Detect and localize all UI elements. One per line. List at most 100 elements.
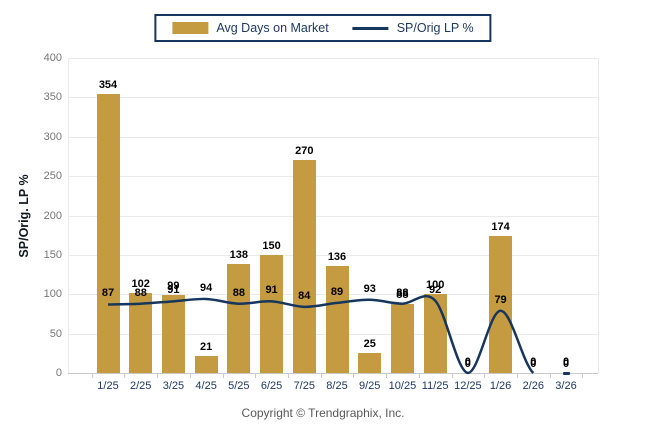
bar-value-label: 21 [200, 341, 213, 354]
bar [129, 292, 153, 373]
y-tick-label: 150 [43, 248, 62, 261]
y-tick-label: 50 [49, 327, 62, 340]
legend: Avg Days on Market SP/Orig LP % [154, 14, 492, 42]
line-value-label: 88 [232, 286, 245, 299]
x-tick-label: 4/25 [195, 380, 217, 392]
line-value-label: 84 [298, 289, 311, 302]
x-axis-tick [516, 374, 518, 378]
bar-value-label: 354 [98, 79, 118, 92]
y-tick-label: 0 [55, 367, 62, 379]
bar-value-label: 99 [167, 280, 180, 293]
x-tick-label: 11/25 [421, 380, 449, 392]
x-tick-label: 5/25 [228, 380, 250, 392]
legend-label-avg-days: Avg Days on Market [216, 21, 329, 35]
line-value-label: 93 [363, 282, 376, 295]
line-value-label: 0 [562, 356, 570, 368]
bar-value-label: 102 [131, 277, 150, 290]
x-axis-tick [189, 374, 191, 378]
x-tick-label: 2/26 [522, 380, 544, 392]
x-axis-tick [287, 374, 289, 378]
y-tick-label: 250 [43, 170, 62, 183]
line-value-label: 89 [330, 285, 344, 298]
bar-value-label: 0 [530, 358, 537, 370]
y-tick-label: 400 [43, 52, 62, 64]
bar [227, 264, 251, 373]
bar-swatch-icon [172, 22, 209, 34]
x-axis-tick [157, 374, 159, 378]
legend-label-sp-orig-lp: SP/Orig LP % [396, 21, 474, 35]
copyright-text: Copyright © Trendgraphix, Inc. [241, 406, 405, 420]
x-axis-tick [124, 374, 126, 378]
line-value-label: 88 [396, 286, 409, 299]
line-point-marker [562, 371, 570, 375]
bar-value-label: 174 [491, 220, 510, 233]
bar [358, 353, 382, 373]
x-axis-tick [549, 374, 551, 378]
bar [390, 303, 414, 373]
bar [260, 254, 284, 373]
x-tick-label: 9/25 [358, 380, 381, 392]
y-tick-label: 200 [43, 209, 62, 222]
gridline [68, 136, 598, 138]
x-axis-tick [91, 374, 93, 378]
y-tick-label: 100 [43, 288, 62, 301]
y-tick-label: 350 [43, 91, 62, 104]
x-axis-tick [255, 374, 257, 378]
gridline [68, 97, 598, 99]
x-tick-label: 1/25 [97, 380, 119, 392]
legend-item-sp-orig-lp: SP/Orig LP % [352, 21, 474, 35]
x-axis-tick [582, 374, 584, 378]
gridline [68, 58, 598, 59]
bar [423, 294, 447, 373]
x-tick-label: 3/25 [162, 380, 185, 392]
x-tick-label: 6/25 [260, 380, 283, 392]
line-value-label: 79 [494, 293, 507, 306]
x-axis-tick [386, 374, 388, 378]
line-value-label: 87 [101, 287, 115, 300]
bar-value-label: 100 [425, 279, 445, 292]
x-tick-label: 1/26 [489, 380, 512, 392]
x-axis-tick [320, 374, 322, 378]
line-value-label: 0 [530, 356, 537, 368]
bar [325, 265, 349, 373]
bar-value-label: 88 [396, 288, 409, 301]
x-tick-label: 3/26 [555, 380, 577, 392]
bar-value-label: 136 [327, 250, 347, 263]
plot-right-border [598, 58, 599, 373]
line-swatch-icon [352, 26, 389, 30]
bar-value-label: 0 [562, 358, 570, 370]
x-tick-label: 8/25 [326, 380, 348, 392]
x-axis-tick [353, 374, 355, 378]
bar [96, 94, 120, 373]
bar-value-label: 0 [464, 358, 471, 370]
line-value-label: 88 [134, 286, 147, 299]
line-value-label: 92 [429, 283, 442, 296]
bar [161, 295, 185, 373]
bar [292, 160, 316, 373]
line-value-label: 91 [167, 284, 180, 297]
bar-value-label: 25 [363, 338, 376, 351]
y-tick-label: 300 [43, 130, 62, 143]
bar [194, 356, 218, 373]
line-value-label: 94 [200, 281, 213, 294]
x-axis-line [68, 373, 598, 374]
gridline [68, 215, 598, 217]
bar-value-label: 138 [229, 249, 249, 262]
legend-item-avg-days: Avg Days on Market [172, 21, 329, 35]
bar-value-label: 270 [295, 145, 314, 158]
x-tick-label: 12/25 [454, 380, 482, 392]
plot-left-border [68, 58, 69, 373]
gridline [68, 176, 598, 178]
gridline [68, 254, 598, 256]
x-tick-label: 7/25 [293, 380, 315, 392]
x-axis-tick [451, 374, 453, 378]
x-axis-tick [418, 374, 420, 378]
line-value-label: 0 [464, 356, 471, 368]
x-axis-tick [484, 374, 486, 378]
x-tick-label: 10/25 [388, 380, 417, 392]
x-tick-label: 2/25 [129, 380, 152, 392]
bar-value-label: 150 [262, 239, 281, 252]
line-value-label: 91 [265, 284, 278, 297]
x-axis-tick [222, 374, 224, 378]
